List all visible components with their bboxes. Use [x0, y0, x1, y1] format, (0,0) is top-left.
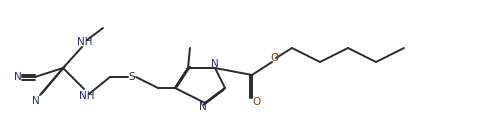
Text: O: O: [253, 97, 261, 107]
Text: O: O: [271, 53, 279, 63]
Text: N: N: [211, 59, 219, 69]
Text: N: N: [199, 102, 207, 112]
Text: S: S: [129, 72, 135, 82]
Text: N: N: [14, 72, 22, 82]
Text: NH: NH: [79, 91, 95, 101]
Text: N: N: [32, 96, 40, 106]
Text: NH: NH: [77, 37, 93, 47]
